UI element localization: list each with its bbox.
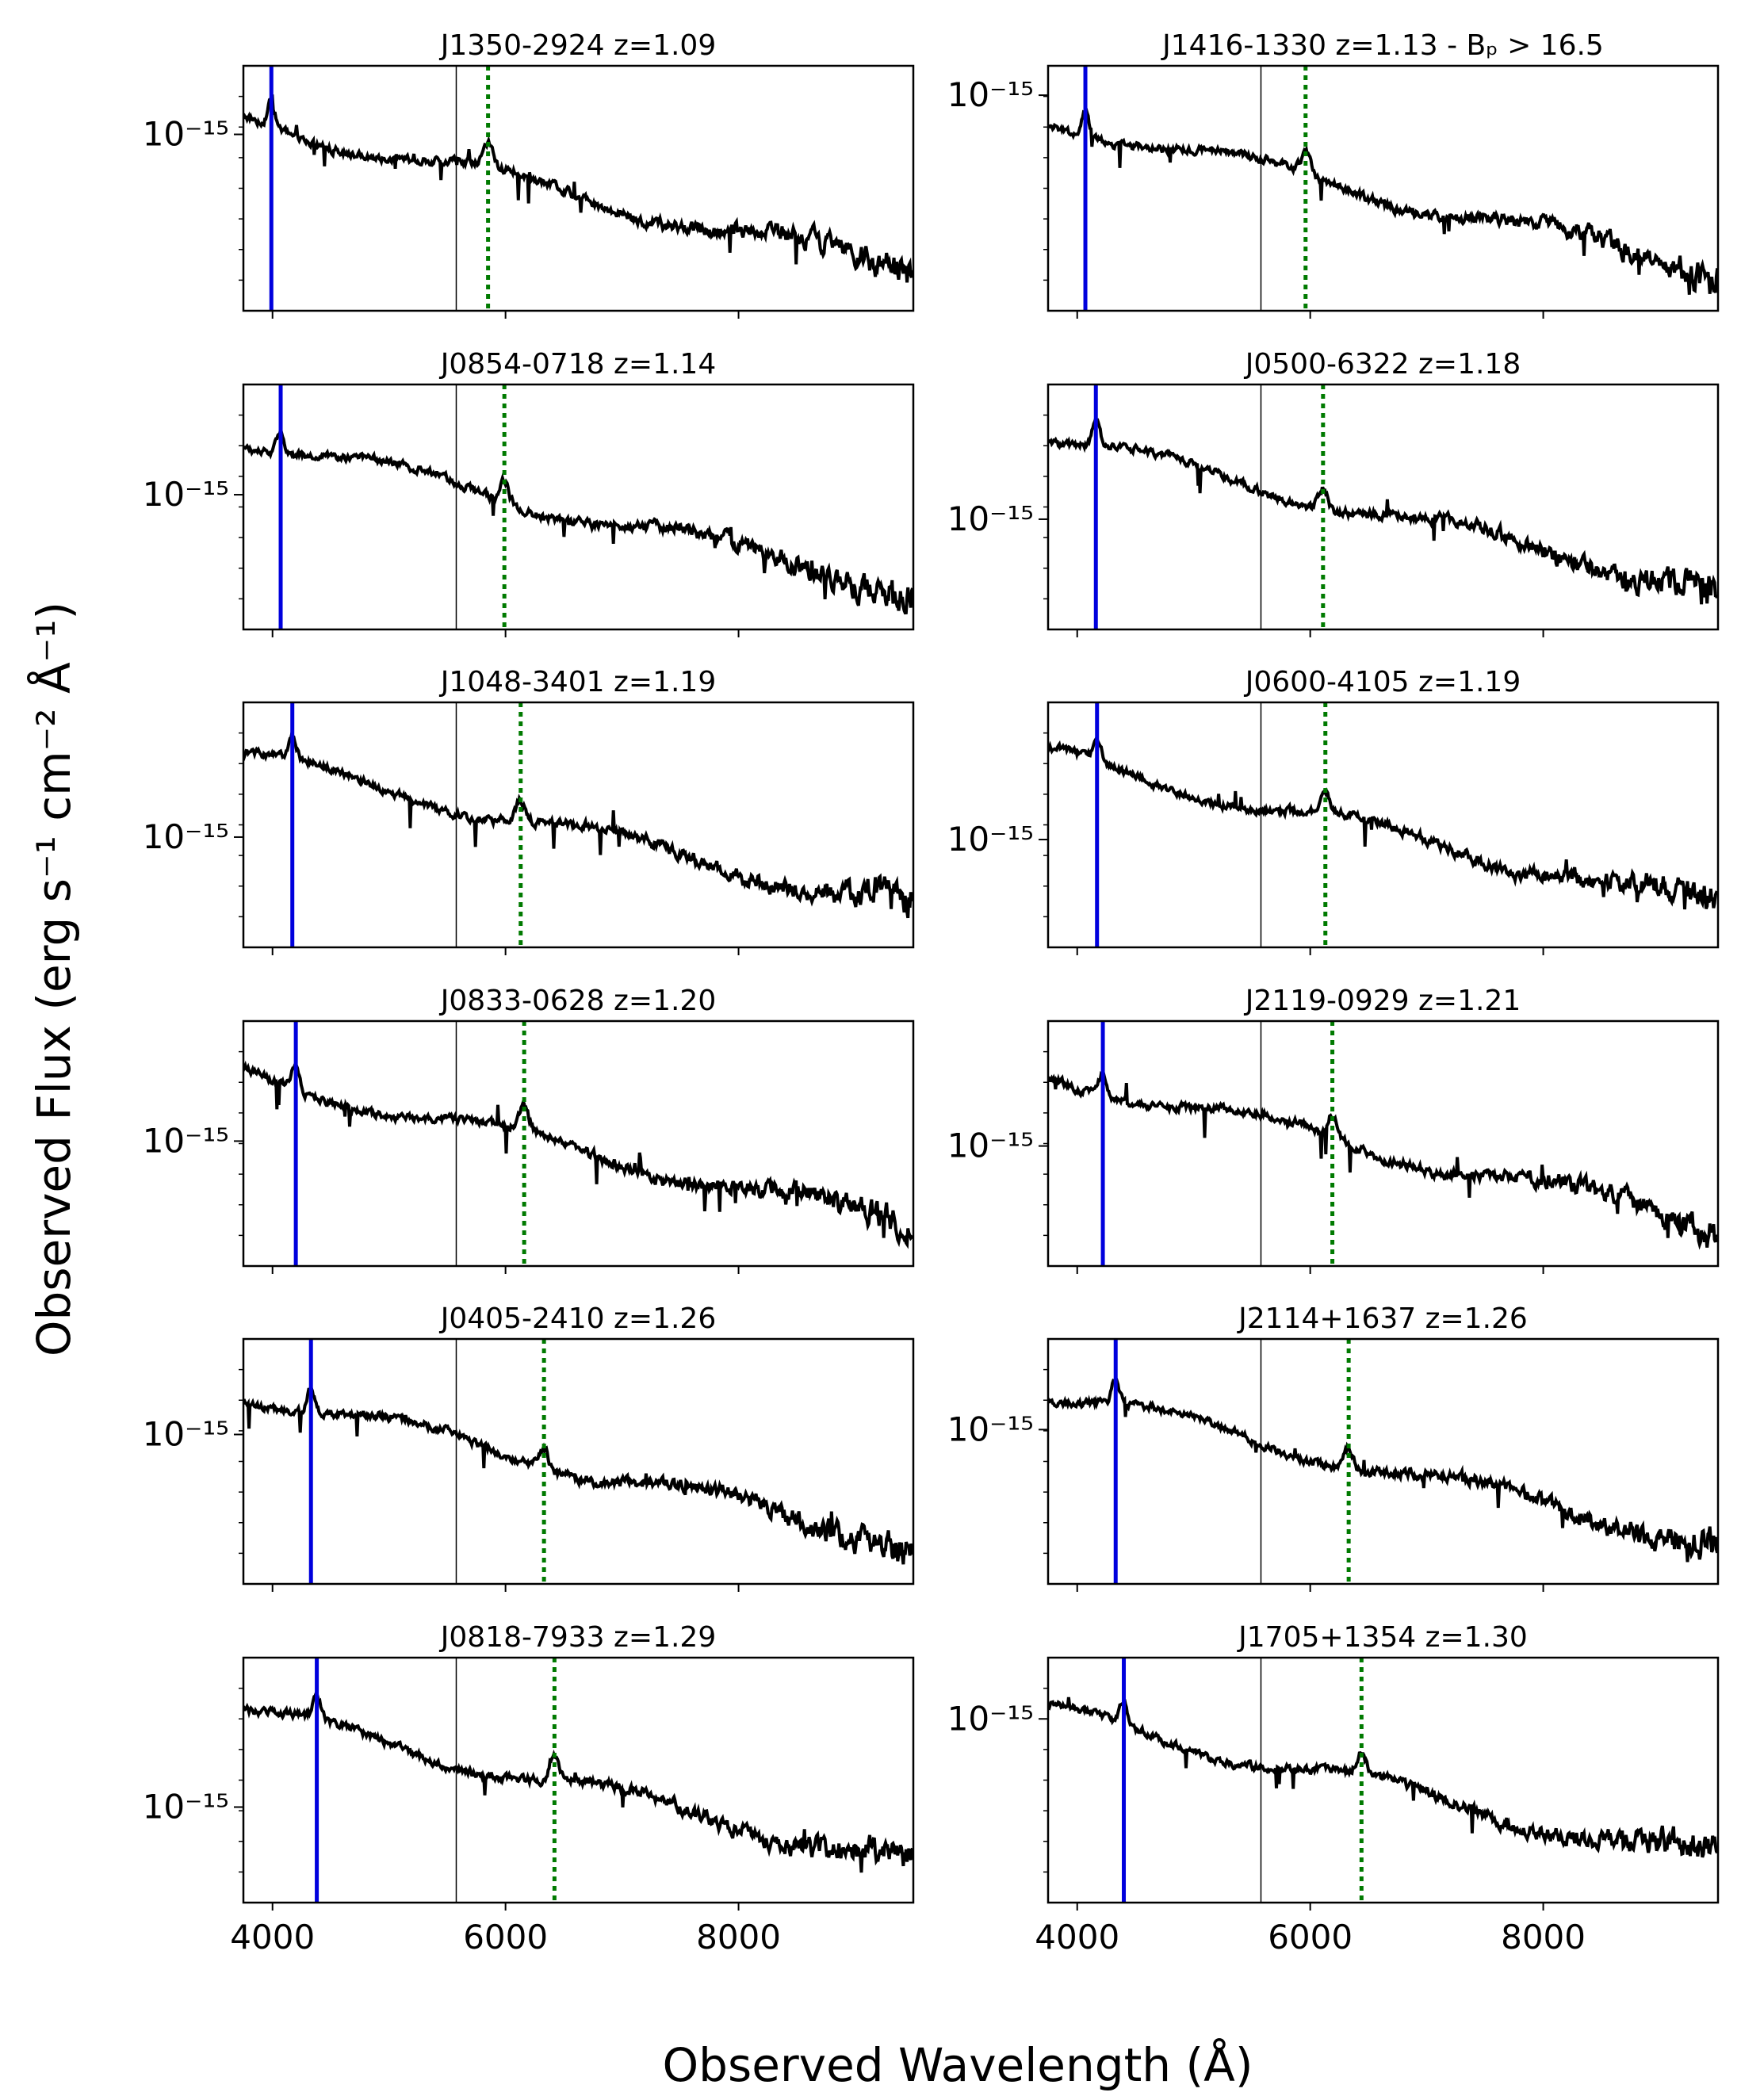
panel-1: J1350-2924 z=1.09 10⁻¹⁵: [143, 29, 915, 319]
panel-title: J0405-2410 z=1.26: [439, 1302, 717, 1335]
y-tick-label: 10⁻¹⁵: [143, 1415, 229, 1454]
spectrum-line: [1048, 108, 1718, 295]
panel-12: J1705+1354 z=1.30 4000 6000 8000 10⁻¹⁵: [947, 1621, 1720, 1957]
spectrum-line: [243, 1058, 913, 1249]
panel-11: J0818-7933 z=1.29 4000 6000 8000 10⁻¹⁵: [143, 1621, 915, 1957]
spectrum-line: [1048, 1378, 1718, 1563]
panel-6: J0600-4105 z=1.19 10⁻¹⁵: [947, 666, 1720, 955]
panel-frame: [1047, 64, 1720, 312]
panel-7: J0833-0628 z=1.20 10⁻¹⁵: [143, 985, 915, 1274]
spectrum-line: [1048, 736, 1718, 910]
panel-frame: [1047, 1656, 1720, 1904]
panel-frame: [1047, 383, 1720, 631]
panel-title: J0600-4105 z=1.19: [1244, 666, 1521, 698]
y-tick-label: 10⁻¹⁵: [143, 475, 229, 514]
panel-title: J1350-2924 z=1.09: [439, 29, 717, 62]
panel-5: J1048-3401 z=1.19 10⁻¹⁵: [143, 666, 915, 955]
panel-9: J0405-2410 z=1.26 10⁻¹⁵: [143, 1302, 915, 1592]
panel-10: J2114+1637 z=1.26 10⁻¹⁵: [947, 1302, 1720, 1592]
y-tick-label: 10⁻¹⁵: [143, 1787, 229, 1826]
spectrum-line: [243, 728, 913, 919]
panel-8: J2119-0929 z=1.21 10⁻¹⁵: [947, 985, 1720, 1274]
panel-frame: [242, 1019, 915, 1268]
panel-4: J0500-6322 z=1.18 10⁻¹⁵: [947, 348, 1720, 637]
panel-frame: [242, 383, 915, 631]
spectrum-line: [243, 1385, 913, 1565]
y-tick-label: 10⁻¹⁵: [947, 499, 1034, 538]
panel-frame: [242, 64, 915, 312]
panel-title: J1705+1354 z=1.30: [1237, 1621, 1528, 1654]
panel-title: J0833-0628 z=1.20: [439, 985, 717, 1017]
x-tick-label: 6000: [1268, 1918, 1353, 1957]
panel-title: J2119-0929 z=1.21: [1244, 985, 1521, 1017]
panel-frame: [1047, 1337, 1720, 1586]
spectrum-line: [1048, 414, 1718, 605]
x-tick-label: 6000: [463, 1918, 548, 1957]
y-axis-label: Observed Flux (erg s⁻¹ cm⁻² Å⁻¹): [26, 602, 81, 1356]
y-tick-label: 10⁻¹⁵: [947, 1410, 1034, 1448]
y-tick-label: 10⁻¹⁵: [143, 115, 229, 154]
spectrum-line: [1048, 1696, 1718, 1858]
x-axis-label: Observed Wavelength (Å): [663, 2037, 1253, 2092]
y-tick-label: 10⁻¹⁵: [947, 820, 1034, 859]
spectrum-line: [243, 94, 913, 283]
panel-frame: [242, 1337, 915, 1586]
panel-3: J0854-0718 z=1.14 10⁻¹⁵: [143, 348, 915, 637]
x-tick-label: 8000: [1501, 1918, 1586, 1957]
x-tick-label: 8000: [696, 1918, 781, 1957]
panel-title: J0500-6322 z=1.18: [1244, 348, 1521, 381]
x-tick-label: 4000: [1035, 1918, 1119, 1957]
y-tick-label: 10⁻¹⁵: [947, 1699, 1034, 1738]
spectrum-line: [1048, 1066, 1718, 1250]
panel-title: J0854-0718 z=1.14: [439, 348, 717, 381]
y-tick-label: 10⁻¹⁵: [947, 1127, 1034, 1165]
spectrum-line: [243, 428, 913, 615]
y-tick-label: 10⁻¹⁵: [143, 817, 229, 856]
y-tick-label: 10⁻¹⁵: [947, 75, 1034, 114]
y-tick-label: 10⁻¹⁵: [143, 1121, 229, 1160]
panel-title: J1048-3401 z=1.19: [439, 666, 717, 698]
panel-title: J1416-1330 z=1.13 - Bₚ > 16.5: [1161, 29, 1604, 62]
x-tick-label: 4000: [230, 1918, 315, 1957]
panel-2: J1416-1330 z=1.13 - Bₚ > 16.5 10⁻¹⁵: [947, 29, 1720, 319]
spectrum-line: [243, 1690, 913, 1873]
panel-title: J2114+1637 z=1.26: [1237, 1302, 1528, 1335]
panel-title: J0818-7933 z=1.29: [439, 1621, 717, 1654]
panel-frame: [1047, 1019, 1720, 1268]
